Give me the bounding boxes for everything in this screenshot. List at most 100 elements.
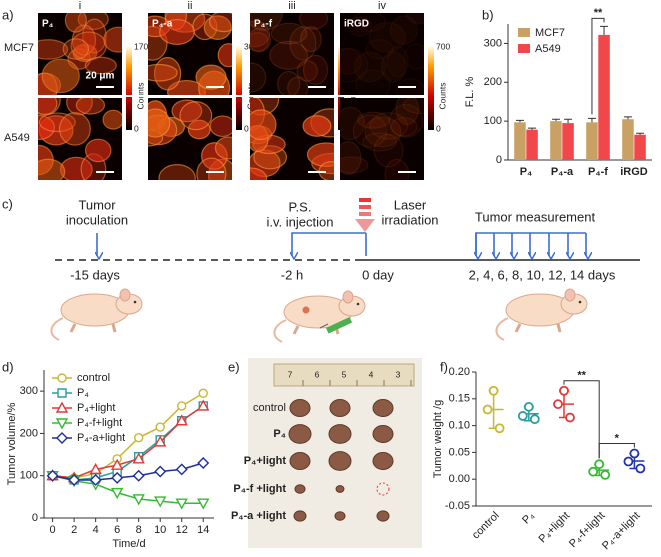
label: i.v. injection bbox=[267, 214, 334, 229]
cell bbox=[250, 167, 268, 180]
cell bbox=[158, 164, 196, 180]
time-label: -2 h bbox=[281, 267, 303, 282]
y-tick-label: 0.10 bbox=[449, 420, 470, 432]
cell bbox=[148, 108, 171, 138]
marker bbox=[110, 487, 124, 500]
x-tick-label: 0 bbox=[50, 524, 56, 536]
laser-arrow bbox=[355, 198, 375, 232]
cell bbox=[250, 13, 284, 31]
tumor bbox=[328, 424, 352, 444]
needle bbox=[319, 323, 329, 329]
cell-line: MCF7 bbox=[4, 42, 34, 54]
error-bar bbox=[623, 116, 632, 120]
cell bbox=[368, 21, 406, 53]
leg bbox=[69, 323, 77, 333]
micrograph bbox=[340, 13, 424, 95]
column-label: i bbox=[79, 0, 81, 12]
leg bbox=[111, 323, 117, 333]
cell-line: A549 bbox=[4, 132, 30, 144]
cell bbox=[208, 13, 232, 33]
cell bbox=[353, 51, 387, 83]
probe-label: P₄ bbox=[42, 19, 54, 30]
panel-label: b) bbox=[482, 7, 494, 22]
tumor bbox=[293, 510, 307, 522]
marker bbox=[111, 471, 124, 484]
marker bbox=[132, 494, 145, 506]
micrograph bbox=[340, 98, 424, 180]
tumor bbox=[289, 399, 311, 417]
cells bbox=[340, 98, 424, 180]
column-label: iii bbox=[288, 0, 295, 12]
bracket bbox=[563, 380, 600, 459]
point bbox=[623, 456, 634, 467]
label: Tumor measurement bbox=[475, 209, 596, 224]
colorbar-min: 0 bbox=[134, 123, 139, 133]
cell bbox=[389, 15, 418, 46]
x-tick-label: P₄-a bbox=[551, 166, 574, 178]
cell bbox=[365, 39, 394, 60]
cell bbox=[41, 58, 80, 94]
bar bbox=[526, 129, 538, 160]
marker bbox=[57, 373, 67, 383]
bar bbox=[550, 121, 562, 160]
cell bbox=[302, 54, 329, 85]
error-bar bbox=[587, 117, 596, 123]
bar bbox=[598, 34, 610, 160]
tumor bbox=[372, 452, 394, 470]
marker bbox=[155, 422, 165, 432]
point bbox=[594, 459, 605, 470]
x-tick-label: P₄+light bbox=[537, 510, 573, 546]
cell bbox=[340, 106, 365, 141]
cell bbox=[38, 112, 76, 133]
marker bbox=[197, 498, 210, 510]
x-tick-label: P₄-a+light bbox=[600, 510, 643, 553]
legend-label: P₄+light bbox=[77, 402, 115, 414]
cells bbox=[250, 13, 329, 95]
cell bbox=[269, 40, 309, 71]
cell bbox=[403, 43, 424, 70]
marker bbox=[175, 498, 188, 510]
legend-swatch bbox=[518, 28, 530, 37]
cell bbox=[352, 114, 388, 148]
tail bbox=[273, 319, 287, 343]
cell bbox=[196, 157, 227, 180]
cell bbox=[348, 16, 373, 37]
cell bbox=[270, 22, 308, 45]
colorbar-label: Counts bbox=[437, 83, 447, 110]
y-tick-label: 300 bbox=[20, 385, 38, 397]
error-bar bbox=[600, 25, 609, 35]
leg bbox=[514, 323, 522, 333]
cell bbox=[406, 13, 424, 25]
y-tick-label: 100 bbox=[484, 115, 502, 127]
marker bbox=[68, 473, 81, 486]
colorbar-min: 0 bbox=[244, 123, 249, 133]
marker bbox=[57, 388, 67, 398]
cell bbox=[38, 98, 58, 115]
cell bbox=[306, 142, 334, 167]
syringe bbox=[326, 317, 353, 334]
cells bbox=[340, 13, 424, 95]
colorbar bbox=[126, 46, 132, 130]
tumor bbox=[294, 484, 306, 494]
marker bbox=[46, 469, 59, 482]
time-label: -15 days bbox=[70, 267, 120, 282]
marker bbox=[175, 414, 188, 426]
panel-label: e) bbox=[228, 359, 240, 374]
bar bbox=[622, 119, 634, 160]
time-label: 0 day bbox=[362, 267, 394, 282]
leg bbox=[292, 325, 300, 335]
cell bbox=[195, 64, 227, 90]
eye bbox=[356, 302, 360, 306]
cell bbox=[380, 51, 407, 83]
tumor bbox=[335, 485, 345, 493]
cell bbox=[250, 32, 269, 52]
cell bbox=[66, 98, 93, 116]
micrograph bbox=[250, 13, 334, 95]
point bbox=[553, 399, 563, 410]
colorbar bbox=[236, 46, 242, 130]
marker bbox=[56, 432, 68, 444]
marker bbox=[132, 452, 145, 464]
colorbar bbox=[428, 46, 434, 130]
row-label: control bbox=[253, 402, 286, 414]
